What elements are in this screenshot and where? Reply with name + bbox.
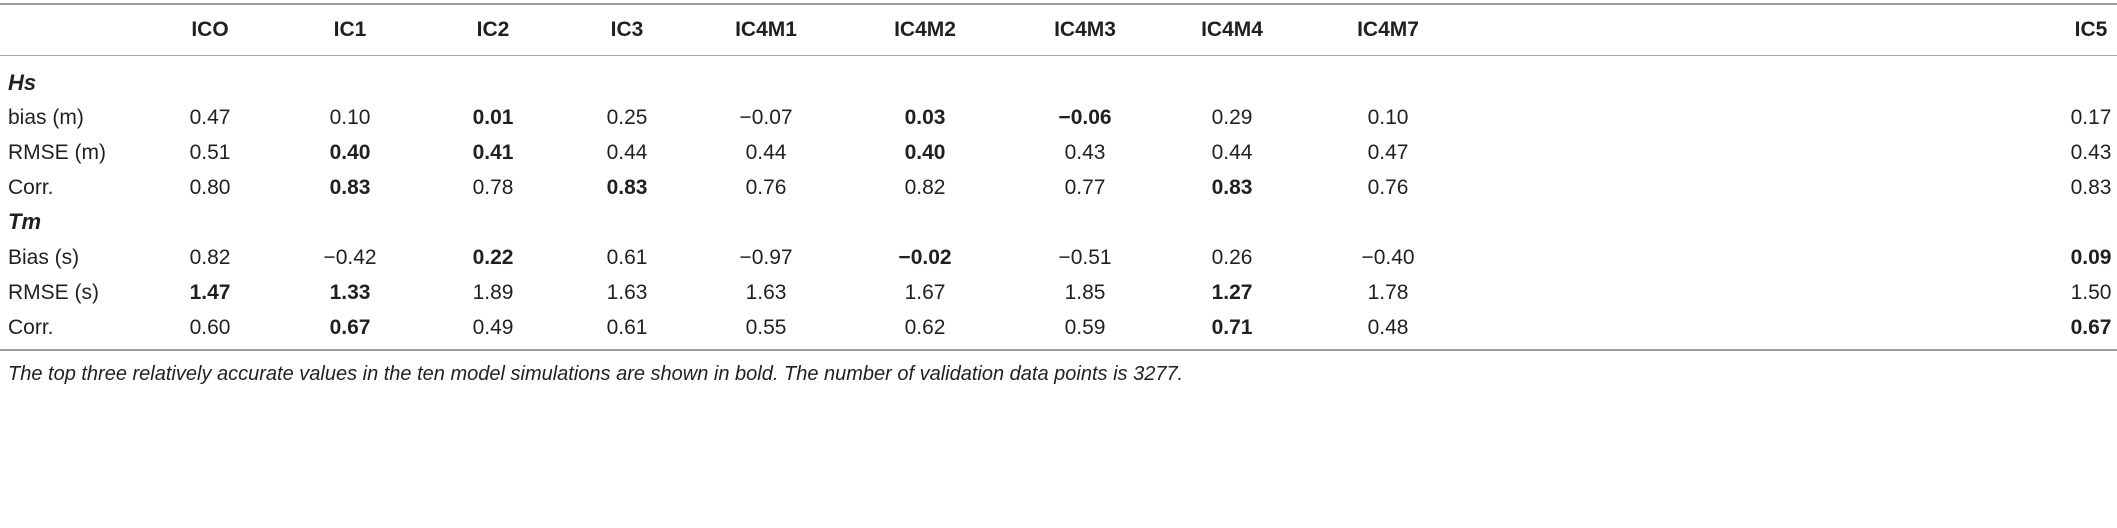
column-header: IC3 xyxy=(610,18,644,41)
table-cell: 1.47 xyxy=(189,281,231,304)
column-header: IC4M2 xyxy=(894,18,956,41)
table-cell: 0.80 xyxy=(189,176,231,199)
table-cell: 0.44 xyxy=(1211,141,1253,164)
table-cell: −0.06 xyxy=(1058,106,1112,129)
table-footnote: The top three relatively accurate values… xyxy=(8,363,1184,385)
table-cell: 0.22 xyxy=(472,246,514,269)
table-top-rule xyxy=(0,3,2117,5)
table-cell: 0.82 xyxy=(904,176,946,199)
table-cell: 1.50 xyxy=(2070,281,2112,304)
column-header: ICO xyxy=(191,18,229,41)
table-cell: −0.07 xyxy=(739,106,793,129)
table-cell: 0.61 xyxy=(606,316,648,339)
table-cell: −0.02 xyxy=(898,246,952,269)
column-header: IC4M4 xyxy=(1201,18,1263,41)
column-header: IC4M3 xyxy=(1054,18,1116,41)
table-cell: 0.61 xyxy=(606,246,648,269)
table-cell: 0.40 xyxy=(329,141,371,164)
table-cell: 0.40 xyxy=(904,141,946,164)
table-cell: 0.76 xyxy=(745,176,787,199)
table-cell: 1.78 xyxy=(1367,281,1409,304)
row-label: Bias (s) xyxy=(8,246,80,269)
row-label: Corr. xyxy=(8,316,54,339)
table-cell: −0.97 xyxy=(739,246,793,269)
table-cell: 0.60 xyxy=(189,316,231,339)
table-cell: 0.25 xyxy=(606,106,648,129)
table-cell: 1.27 xyxy=(1211,281,1253,304)
table-cell: 0.67 xyxy=(329,316,371,339)
row-label: bias (m) xyxy=(8,106,84,129)
row-label: Corr. xyxy=(8,176,54,199)
table-cell: 0.59 xyxy=(1064,316,1106,339)
table-cell: 0.41 xyxy=(472,141,514,164)
table-cell: 0.55 xyxy=(745,316,787,339)
table-cell: 0.83 xyxy=(1211,176,1253,199)
table-cell: 1.67 xyxy=(904,281,946,304)
table-cell: 1.85 xyxy=(1064,281,1106,304)
table-cell: 0.77 xyxy=(1064,176,1106,199)
table-cell: 0.01 xyxy=(472,106,514,129)
table-cell: 0.48 xyxy=(1367,316,1409,339)
table-cell: −0.51 xyxy=(1058,246,1112,269)
table-cell: 0.78 xyxy=(472,176,514,199)
table-cell: 0.10 xyxy=(329,106,371,129)
table-cell: 0.82 xyxy=(189,246,231,269)
table-cell: 1.89 xyxy=(472,281,514,304)
table-cell: 0.29 xyxy=(1211,106,1253,129)
row-label: RMSE (m) xyxy=(8,141,106,164)
table-cell: 1.63 xyxy=(606,281,648,304)
table-cell: 0.47 xyxy=(1367,141,1409,164)
table-cell: 0.03 xyxy=(904,106,946,129)
section-title: Hs xyxy=(8,70,37,95)
row-label: RMSE (s) xyxy=(8,281,99,304)
table-header-rule xyxy=(0,55,2117,56)
table-cell: 0.09 xyxy=(2070,246,2112,269)
table-cell: 0.62 xyxy=(904,316,946,339)
table-bottom-rule xyxy=(0,349,2117,351)
table-cell: 0.83 xyxy=(2070,176,2112,199)
table-cell: 0.26 xyxy=(1211,246,1253,269)
table-cell: 1.33 xyxy=(329,281,371,304)
column-header: IC4M1 xyxy=(735,18,797,41)
table-cell: 0.44 xyxy=(606,141,648,164)
table-cell: 0.44 xyxy=(745,141,787,164)
column-header: IC2 xyxy=(476,18,510,41)
column-header: IC4M7 xyxy=(1357,18,1419,41)
table-cell: 0.17 xyxy=(2070,106,2112,129)
table-cell: 0.76 xyxy=(1367,176,1409,199)
table-cell: 0.71 xyxy=(1211,316,1253,339)
table-cell: 0.49 xyxy=(472,316,514,339)
table-cell: 1.63 xyxy=(745,281,787,304)
table-cell: 0.83 xyxy=(329,176,371,199)
table-cell: 0.43 xyxy=(1064,141,1106,164)
table-cell: 0.67 xyxy=(2070,316,2112,339)
table-cell: −0.42 xyxy=(323,246,377,269)
section-title: Tm xyxy=(8,209,41,234)
table-cell: 0.10 xyxy=(1367,106,1409,129)
table-cell: 0.43 xyxy=(2070,141,2112,164)
table-cell: −0.40 xyxy=(1361,246,1415,269)
table-cell: 0.83 xyxy=(606,176,648,199)
table-cell: 0.51 xyxy=(189,141,231,164)
table-cell: 0.47 xyxy=(189,106,231,129)
column-header: IC5 xyxy=(2074,18,2108,41)
column-header: IC1 xyxy=(333,18,367,41)
